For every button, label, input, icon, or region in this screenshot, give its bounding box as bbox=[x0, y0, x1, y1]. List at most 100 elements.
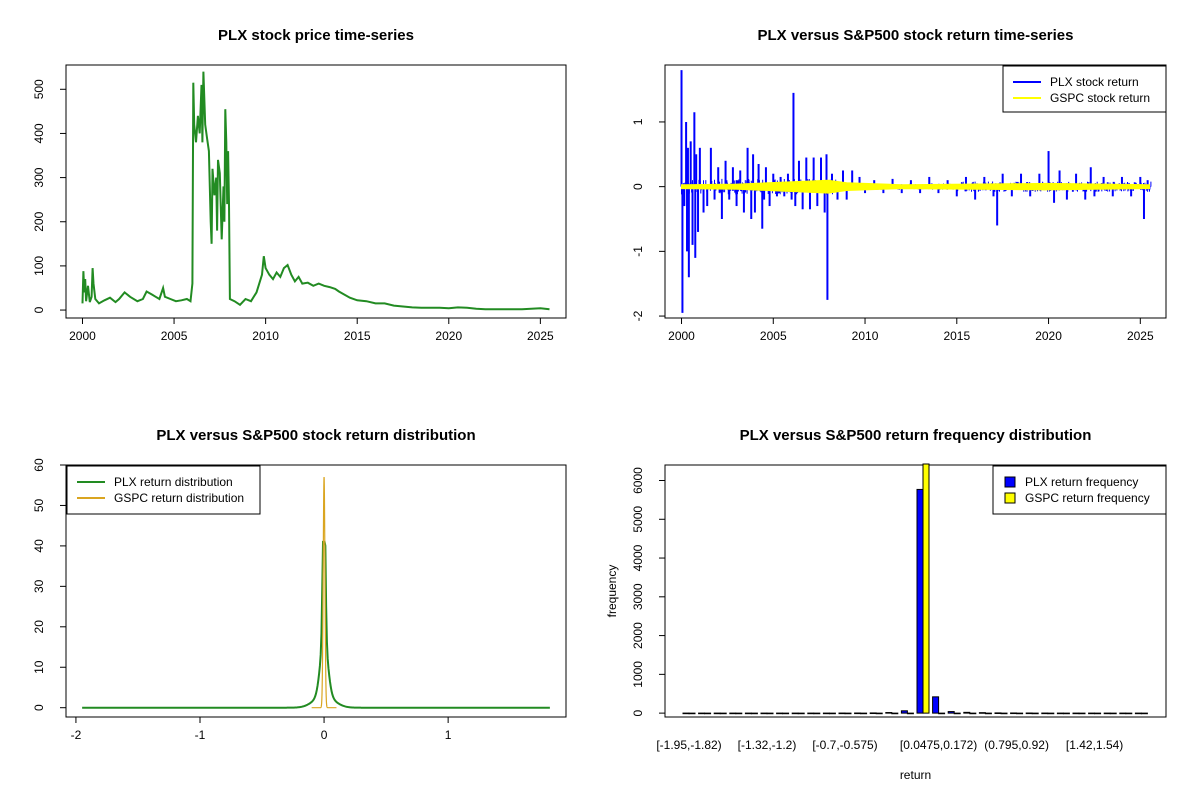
plx-frequency-bar bbox=[807, 712, 815, 715]
price-chart: PLX stock price time-series 2000 2005 2010 2… bbox=[32, 27, 567, 343]
y-tick-label: 6000 bbox=[631, 467, 645, 494]
legend-label: GSPC stock return bbox=[1050, 91, 1150, 105]
y-tick-label: 300 bbox=[32, 167, 46, 187]
legend-swatch bbox=[1004, 492, 1016, 504]
gspc-frequency-bar bbox=[719, 712, 727, 715]
legend-label: GSPC return frequency bbox=[1025, 491, 1150, 505]
x-tick-label: 2015 bbox=[344, 329, 371, 343]
plx-frequency-bar bbox=[947, 711, 955, 714]
x-tick-label: 2015 bbox=[943, 329, 970, 343]
y-axis-label: frequency bbox=[605, 565, 619, 618]
gspc-frequency-bar bbox=[766, 712, 774, 715]
plx-frequency-bar bbox=[1056, 712, 1064, 715]
plx-frequency-bar bbox=[1119, 712, 1127, 715]
y-tick-label: 3000 bbox=[631, 583, 645, 610]
plx-frequency-bar bbox=[822, 712, 830, 715]
y-tick-label: 5000 bbox=[631, 506, 645, 533]
plot-frame bbox=[65, 464, 567, 718]
gspc-frequency-bar bbox=[750, 712, 758, 715]
return-chart: PLX versus S&P500 stock return time-seri… bbox=[631, 27, 1167, 343]
gspc-frequency-bar bbox=[922, 463, 930, 714]
y-tick-label: 50 bbox=[32, 498, 46, 512]
price-series-line bbox=[81, 71, 550, 311]
gspc-frequency-bar bbox=[1047, 712, 1055, 715]
plx-frequency-bar bbox=[1088, 712, 1096, 715]
category-label: [-1.32,-1.2) bbox=[738, 738, 797, 752]
y-tick-label: 400 bbox=[32, 123, 46, 143]
gspc-return-band bbox=[681, 179, 1150, 194]
plx-frequency-bar bbox=[1025, 712, 1033, 715]
gspc-frequency-bar bbox=[782, 712, 790, 715]
y-tick-label: 0 bbox=[631, 183, 645, 190]
gspc-frequency-bar bbox=[735, 712, 743, 715]
x-tick-label: 2005 bbox=[161, 329, 188, 343]
gspc-frequency-bar bbox=[860, 712, 868, 715]
category-label: (0.795,0.92) bbox=[984, 738, 1049, 752]
plx-frequency-bar bbox=[963, 711, 971, 714]
legend-box bbox=[992, 465, 1167, 515]
plx-frequency-bar bbox=[1072, 712, 1080, 715]
gspc-frequency-bar bbox=[969, 712, 977, 715]
x-tick-label: 2010 bbox=[852, 329, 879, 343]
plx-frequency-bar bbox=[1103, 712, 1111, 715]
legend-label: PLX stock return bbox=[1050, 75, 1139, 89]
category-label: [1.42,1.54) bbox=[1066, 738, 1123, 752]
legend-swatch bbox=[1004, 476, 1016, 488]
frequency-chart: PLX versus S&P500 return frequency distr… bbox=[605, 427, 1167, 782]
plx-frequency-bar bbox=[1041, 712, 1049, 715]
gspc-frequency-bar bbox=[875, 712, 883, 715]
gspc-frequency-bar bbox=[1000, 712, 1008, 715]
gspc-frequency-bar bbox=[891, 712, 899, 715]
x-tick-label: 2005 bbox=[760, 329, 787, 343]
plx-frequency-bar bbox=[869, 712, 877, 715]
plx-frequency-bar bbox=[978, 712, 986, 714]
category-label: [-0.7,-0.575) bbox=[812, 738, 877, 752]
plx-frequency-bar bbox=[854, 712, 862, 715]
y-tick-label: 0 bbox=[32, 306, 46, 313]
x-axis-label: return bbox=[900, 768, 931, 782]
plot-frame bbox=[664, 64, 1167, 319]
y-tick-label: 0 bbox=[631, 709, 645, 716]
plx-frequency-bar bbox=[682, 712, 690, 715]
y-tick-label: -1 bbox=[631, 246, 645, 257]
plx-frequency-bar bbox=[713, 712, 721, 715]
x-tick-label: 2010 bbox=[252, 329, 279, 343]
chart-title: PLX versus S&P500 stock return distribut… bbox=[156, 427, 475, 444]
category-label: [-1.95,-1.82) bbox=[656, 738, 721, 752]
category-label: [0.0475,0.172) bbox=[900, 738, 977, 752]
legend-box bbox=[1002, 65, 1167, 113]
chart-title: PLX stock price time-series bbox=[218, 27, 414, 44]
plx-frequency-bar bbox=[885, 712, 893, 714]
gspc-frequency-bar bbox=[1140, 712, 1148, 715]
gspc-frequency-bar bbox=[906, 712, 914, 715]
x-tick-label: 2020 bbox=[435, 329, 462, 343]
legend-label: PLX return frequency bbox=[1025, 475, 1138, 489]
plx-density-line bbox=[82, 540, 550, 709]
legend-label: PLX return distribution bbox=[114, 475, 233, 489]
y-tick-label: 20 bbox=[32, 620, 46, 634]
x-tick-label: 2025 bbox=[1127, 329, 1154, 343]
plx-frequency-bar bbox=[838, 712, 846, 715]
x-tick-label: 2000 bbox=[69, 329, 96, 343]
gspc-frequency-bar bbox=[1031, 712, 1039, 715]
gspc-frequency-bar bbox=[844, 712, 852, 715]
gspc-frequency-bar bbox=[688, 712, 696, 715]
y-tick-label: -2 bbox=[631, 310, 645, 321]
plx-frequency-bar bbox=[1010, 712, 1018, 715]
gspc-frequency-bar bbox=[984, 712, 992, 715]
plx-frequency-bar bbox=[900, 710, 908, 714]
plx-frequency-bar bbox=[776, 712, 784, 715]
gspc-frequency-bar bbox=[938, 712, 946, 715]
x-tick-label: 1 bbox=[445, 728, 452, 742]
x-tick-label: -1 bbox=[195, 728, 206, 742]
gspc-frequency-bar bbox=[1016, 712, 1024, 715]
legend-box bbox=[66, 465, 261, 515]
chart-title: PLX versus S&P500 return frequency distr… bbox=[740, 427, 1092, 444]
x-tick-label: 2000 bbox=[668, 329, 695, 343]
density-chart: PLX versus S&P500 stock return distribut… bbox=[32, 427, 567, 742]
y-tick-label: 4000 bbox=[631, 544, 645, 571]
y-tick-label: 1000 bbox=[631, 661, 645, 688]
plot-frame bbox=[65, 64, 567, 319]
gspc-density-line bbox=[311, 477, 337, 709]
